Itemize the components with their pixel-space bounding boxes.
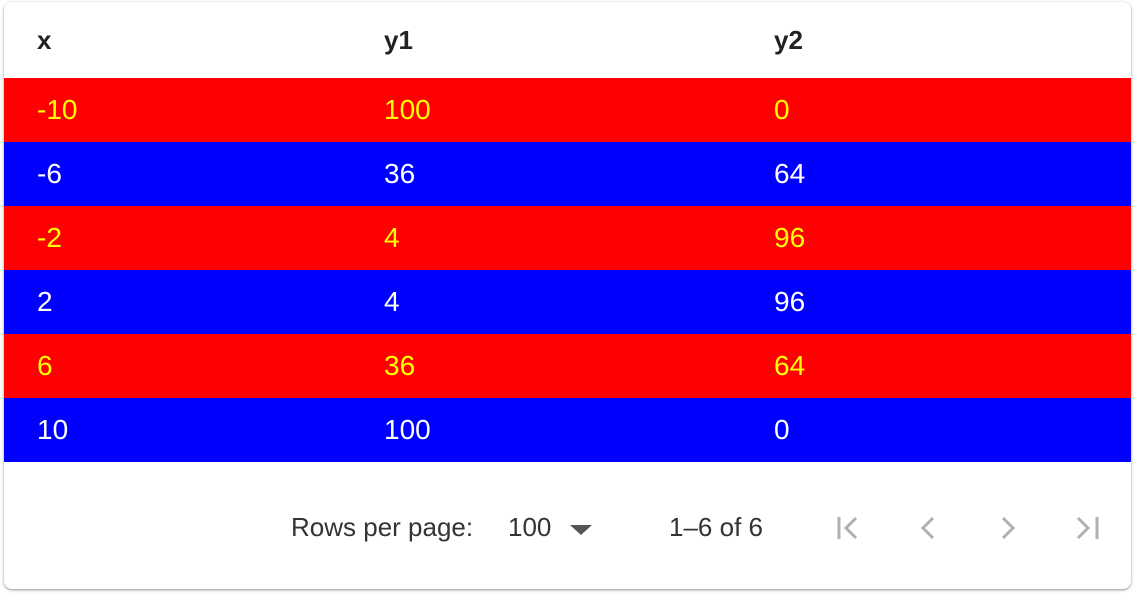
previous-page-button[interactable] [910,510,946,546]
cell-x: 2 [4,270,351,334]
table-row[interactable]: 2 4 96 [4,270,1131,334]
column-header-y2[interactable]: y2 [774,24,803,55]
cell-x: 6 [4,334,351,398]
data-grid-card: x y1 y2 -10 100 0 -6 36 64 -2 4 96 2 [4,2,1131,589]
cell-y2: 0 [741,78,1131,142]
cell-y2: 96 [741,270,1131,334]
next-page-button[interactable] [990,510,1026,546]
cell-x: -2 [4,206,351,270]
cell-y1: 4 [351,270,741,334]
cell-y2: 96 [741,206,1131,270]
column-header-y1[interactable]: y1 [384,24,413,55]
first-page-button[interactable] [830,510,866,546]
cell-y1: 4 [351,206,741,270]
cell-x: -10 [4,78,351,142]
cell-y1: 100 [351,78,741,142]
next-page-icon [1001,516,1016,540]
last-page-icon [1076,516,1099,540]
pagination-footer: Rows per page: 100 1–6 of 6 [4,462,1131,589]
rows-per-page-label: Rows per page: [291,512,474,542]
cell-y1: 36 [351,142,741,206]
cell-x: -6 [4,142,351,206]
page-range-text: 1–6 of 6 [669,512,763,542]
cell-y1: 100 [351,398,741,462]
cell-x: 10 [4,398,351,462]
rows-per-page-select[interactable]: 100 [508,512,598,546]
table-row[interactable]: -2 4 96 [4,206,1131,270]
last-page-button[interactable] [1070,510,1106,546]
header-row: x y1 y2 [4,2,1131,78]
cell-y2: 64 [741,142,1131,206]
first-page-icon [837,516,858,540]
previous-page-icon [920,516,935,540]
dropdown-caret-icon [570,525,592,535]
rows-per-page-value: 100 [508,512,552,542]
cell-y1: 36 [351,334,741,398]
data-table: x y1 y2 -10 100 0 -6 36 64 -2 4 96 2 [4,2,1131,462]
cell-y2: 64 [741,334,1131,398]
cell-y2: 0 [741,398,1131,462]
table-row[interactable]: 10 100 0 [4,398,1131,462]
table-row[interactable]: -6 36 64 [4,142,1131,206]
column-header-x[interactable]: x [37,24,52,55]
table-row[interactable]: 6 36 64 [4,334,1131,398]
table-row[interactable]: -10 100 0 [4,78,1131,142]
